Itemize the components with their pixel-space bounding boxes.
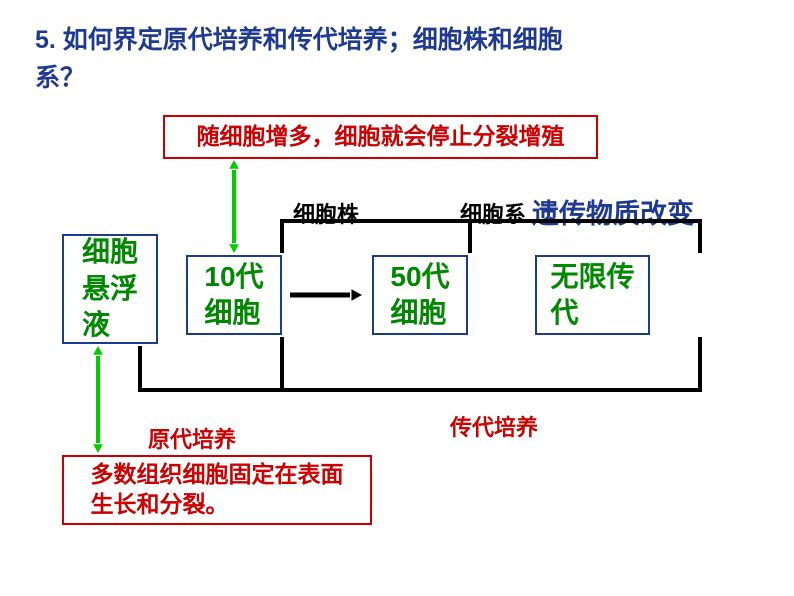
box-gen50: 50代 细胞 — [372, 255, 468, 335]
label-cell-strain: 细胞株 — [293, 197, 359, 229]
box-suspension-text: 细胞 悬浮 液 — [82, 234, 138, 343]
box-suspension: 细胞 悬浮 液 — [62, 234, 158, 344]
box-top-red: 随细胞增多，细胞就会停止分裂增殖 — [163, 115, 598, 159]
box-gen10-text: 10代 细胞 — [204, 259, 263, 332]
box-infinite: 无限传 代 — [535, 255, 650, 335]
title-line2: 系？ — [35, 60, 563, 98]
box-bottom-red-text: 多数组织细胞固定在表面 生长和分裂。 — [91, 460, 344, 520]
box-gen10: 10代 细胞 — [186, 255, 282, 335]
title-line1: 5. 如何界定原代培养和传代培养；细胞株和细胞 — [35, 22, 563, 60]
label-cell-line: 细胞系 — [460, 197, 526, 229]
label-genetic: 遗传物质改变 — [532, 192, 694, 231]
box-infinite-text: 无限传 代 — [550, 259, 634, 332]
box-gen50-text: 50代 细胞 — [390, 259, 449, 332]
box-top-red-text: 随细胞增多，细胞就会停止分裂增殖 — [197, 122, 565, 152]
label-subculture: 传代培养 — [450, 410, 538, 442]
label-primary: 原代培养 — [148, 422, 236, 454]
question-title: 5. 如何界定原代培养和传代培养；细胞株和细胞 系？ — [35, 22, 563, 97]
box-bottom-red: 多数组织细胞固定在表面 生长和分裂。 — [62, 455, 372, 525]
